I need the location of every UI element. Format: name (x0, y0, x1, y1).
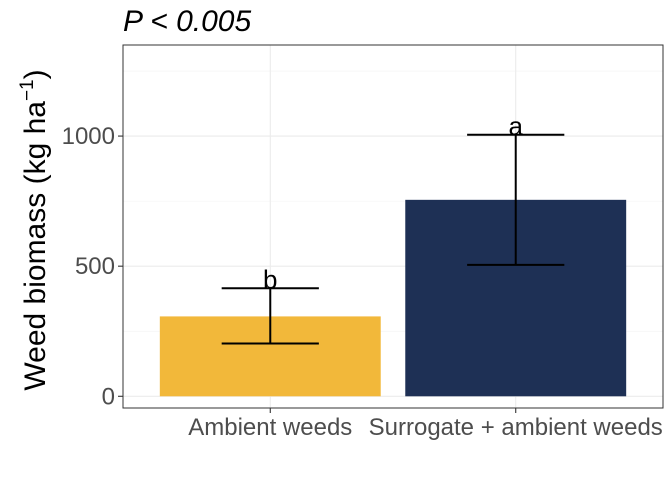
x-axis-ticks: Ambient weeds Surrogate + ambient weeds (188, 408, 663, 441)
y-axis-title: Weed biomass (kg ha−1) (17, 69, 52, 390)
y-axis-title-main: Weed biomass (kg ha (19, 101, 52, 391)
y-tick-label: 0 (102, 383, 115, 410)
significance-letters: ba (263, 111, 523, 295)
error-bars (221, 133, 565, 345)
bars (159, 199, 627, 397)
y-axis-title-superscript: −1 (17, 79, 38, 101)
significance-letter-0: b (263, 264, 277, 294)
y-axis-title-close: ) (19, 69, 52, 79)
significance-letter-1: a (508, 111, 523, 141)
plot-panel-border (122, 44, 664, 409)
x-tick-label: Surrogate + ambient weeds (369, 414, 663, 441)
y-axis-ticks: 0 500 1000 (62, 123, 123, 410)
y-tick-label: 1000 (62, 123, 115, 150)
chart-title: P < 0.005 (123, 5, 251, 38)
y-tick-label: 500 (75, 253, 115, 280)
x-tick-label: Ambient weeds (188, 414, 352, 441)
